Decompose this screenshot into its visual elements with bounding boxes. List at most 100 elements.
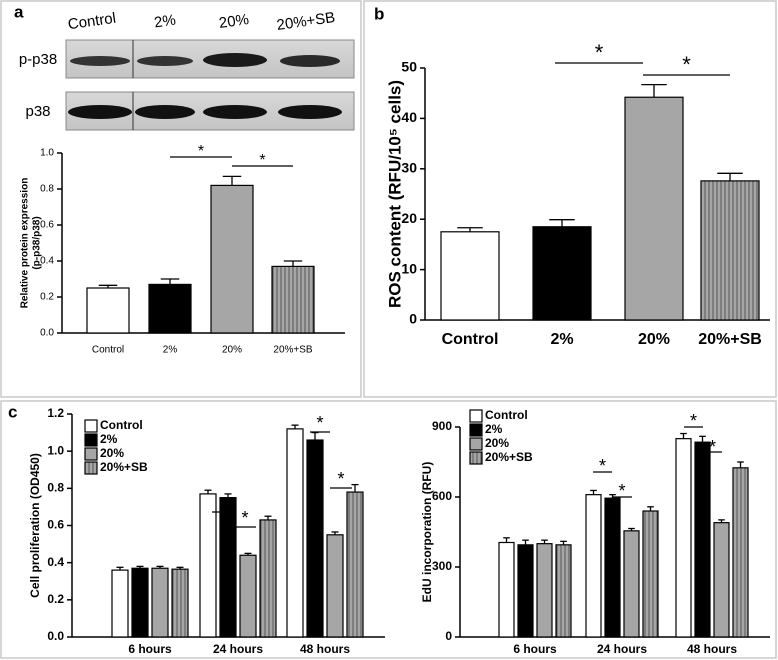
bar [536, 543, 553, 638]
lane-label: 2% [153, 12, 177, 32]
bar [713, 522, 730, 638]
panel-frame [363, 0, 777, 398]
bar [555, 544, 572, 638]
bar [624, 96, 684, 321]
y-axis-label: EdU incorporation (RFU) [420, 462, 434, 603]
significance-mark: * [316, 413, 323, 433]
row-label: p-p38 [19, 51, 57, 68]
lane-label: 20%+SB [276, 9, 337, 34]
x-tick-label: 24 hours [597, 642, 647, 656]
y-tick-label: 0.8 [40, 184, 54, 195]
bar [286, 428, 304, 638]
bar [199, 493, 217, 638]
bar [700, 180, 760, 321]
bar [219, 497, 237, 638]
y-tick-label: 40 [401, 109, 417, 125]
y-tick-label: 600 [432, 489, 452, 503]
y-tick-label: 0.4 [40, 256, 54, 267]
row-label: p38 [25, 103, 50, 120]
chart: 0.0 0.2 0.4 0.6 0.8 1.0 Relative protein expre… [20, 143, 345, 356]
lane-label: Control [67, 10, 117, 34]
y-tick-label: 1.0 [47, 443, 64, 457]
legend-swatch [469, 409, 483, 423]
legend-label: 20%+SB [100, 460, 148, 474]
significance-mark: * [709, 437, 716, 457]
bar [642, 510, 659, 638]
legend-label: 2% [485, 422, 503, 436]
x-tick-label: 6 hours [128, 642, 172, 656]
x-tick-label: 48 hours [687, 642, 737, 656]
legend-label: 20%+SB [485, 450, 533, 464]
y-axis-label: Relative protein expression [20, 178, 31, 309]
y-tick-label: 0.0 [47, 629, 64, 643]
bar [694, 441, 711, 638]
bar [111, 569, 129, 638]
band [137, 56, 193, 66]
band [280, 55, 340, 67]
legend-swatch [469, 451, 483, 465]
bar [306, 439, 324, 638]
legend-label: 2% [100, 432, 118, 446]
chart: 0 10 20 30 40 50 ROS content (RFU/10⁵ cells) Co… [385, 40, 770, 348]
bar [86, 287, 130, 334]
x-tick-label: 20%+SB [273, 345, 313, 356]
band [135, 105, 195, 119]
bar [239, 554, 257, 638]
significance-mark: * [690, 411, 697, 431]
significance-mark: * [337, 469, 344, 489]
y-tick-label: 20 [401, 210, 417, 226]
x-tick-label: 2% [163, 345, 178, 356]
x-tick-label: Control [442, 331, 499, 348]
y-tick-label: 50 [401, 59, 417, 75]
significance-mark: * [259, 152, 265, 169]
bar [585, 494, 602, 638]
bar [675, 438, 692, 638]
bar [440, 231, 500, 321]
lane-label: 20% [218, 11, 250, 32]
panel-label: a [14, 2, 24, 21]
significance-mark: * [599, 456, 606, 476]
legend-label: Control [100, 418, 143, 432]
bar [623, 530, 640, 638]
western-blot [65, 39, 355, 131]
y-tick-label: 0 [409, 311, 417, 327]
bar [151, 567, 169, 638]
bar [148, 283, 192, 334]
legend-swatch [84, 433, 98, 447]
chart: 0.0 0.2 0.4 0.6 0.8 1.0 1.2 Cell proliferation … [28, 406, 385, 656]
bar [604, 497, 621, 638]
y-tick-label: 0.0 [40, 328, 54, 339]
y-tick-label: 1.2 [47, 406, 64, 420]
x-tick-label: 24 hours [213, 642, 263, 656]
y-tick-label: 0.6 [40, 220, 54, 231]
y-tick-label: 0.2 [47, 592, 64, 606]
bar [517, 544, 534, 638]
chart: 0 300 600 900 EdU incorporation (RFU) 6 hours… [420, 408, 770, 656]
y-axis-label: Cell proliferation (OD450) [28, 453, 42, 598]
legend-label: 20% [100, 446, 124, 460]
legend-swatch [84, 447, 98, 461]
y-tick-label: 10 [401, 260, 417, 276]
x-tick-label: 20% [638, 331, 670, 348]
bar [498, 541, 515, 638]
bar [532, 226, 592, 321]
y-tick-label: 1.0 [40, 148, 54, 159]
significance-mark: * [198, 143, 204, 160]
legend-swatch [469, 437, 483, 451]
y-tick-label: 0.4 [47, 555, 64, 569]
y-tick-label: 30 [401, 160, 417, 176]
significance-mark: * [618, 481, 625, 501]
x-tick-label: 20% [222, 345, 242, 356]
bar [131, 567, 149, 638]
legend-swatch [84, 461, 98, 475]
band [278, 105, 342, 119]
band [203, 53, 267, 67]
bar [259, 519, 277, 638]
y-tick-label: 300 [432, 559, 452, 573]
y-tick-label: 0.6 [47, 518, 64, 532]
y-tick-label: 0 [445, 629, 452, 643]
bar [171, 568, 189, 638]
significance-mark: * [682, 52, 691, 77]
